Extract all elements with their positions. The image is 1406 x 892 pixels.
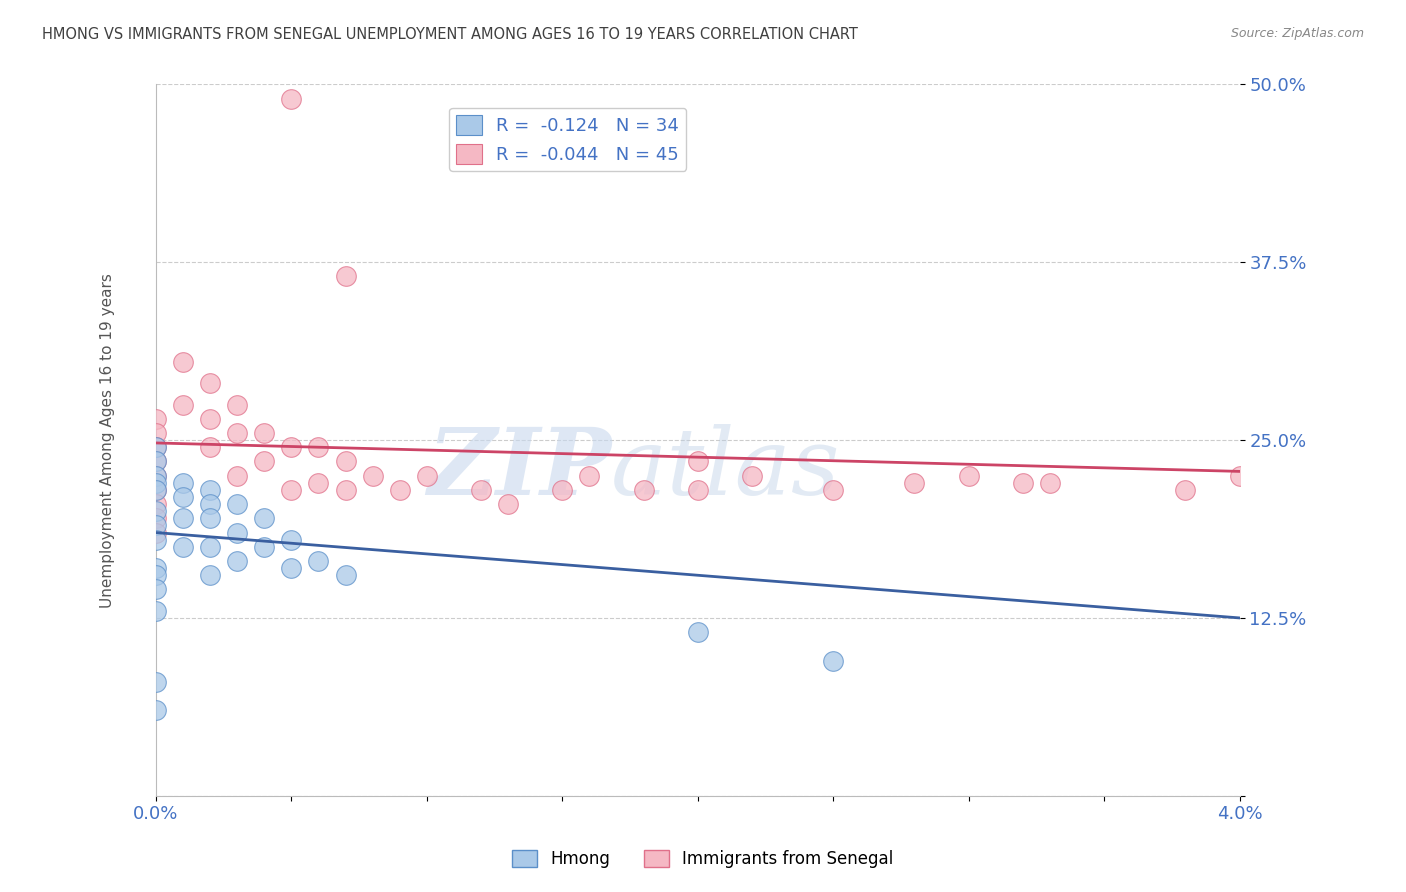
Point: [335, 568, 357, 582]
Point: [198, 411, 221, 425]
Point: [1229, 468, 1251, 483]
Point: [145, 468, 167, 483]
Point: [145, 483, 167, 497]
Point: [145, 425, 167, 440]
Point: [198, 483, 221, 497]
Point: [578, 468, 600, 483]
Point: [253, 454, 276, 468]
Point: [145, 454, 167, 468]
Text: Unemployment Among Ages 16 to 19 years: Unemployment Among Ages 16 to 19 years: [100, 273, 115, 607]
Point: [145, 468, 167, 483]
Point: [361, 468, 384, 483]
Point: [226, 554, 249, 568]
Point: [823, 654, 845, 668]
Point: [145, 483, 167, 497]
Point: [198, 540, 221, 554]
Point: [145, 525, 167, 540]
Point: [172, 490, 194, 504]
Point: [307, 554, 329, 568]
Point: [1011, 475, 1033, 490]
Point: [280, 561, 302, 575]
Point: [145, 561, 167, 575]
Point: [145, 703, 167, 717]
Point: [335, 269, 357, 284]
Point: [172, 540, 194, 554]
Point: [198, 497, 221, 511]
Point: [226, 425, 249, 440]
Point: [145, 440, 167, 454]
Point: [1174, 483, 1197, 497]
Text: ZIP: ZIP: [427, 424, 612, 514]
Point: [226, 468, 249, 483]
Point: [145, 518, 167, 533]
Point: [957, 468, 980, 483]
Point: [172, 475, 194, 490]
Point: [145, 533, 167, 547]
Point: [198, 376, 221, 391]
Point: [823, 483, 845, 497]
Point: [172, 511, 194, 525]
Point: [335, 483, 357, 497]
Point: [280, 92, 302, 106]
Point: [253, 540, 276, 554]
Point: [198, 568, 221, 582]
Point: [226, 525, 249, 540]
Point: [741, 468, 763, 483]
Point: [198, 511, 221, 525]
Point: [551, 483, 574, 497]
Point: [226, 398, 249, 412]
Text: HMONG VS IMMIGRANTS FROM SENEGAL UNEMPLOYMENT AMONG AGES 16 TO 19 YEARS CORRELAT: HMONG VS IMMIGRANTS FROM SENEGAL UNEMPLO…: [42, 27, 858, 42]
Point: [145, 497, 167, 511]
Point: [145, 504, 167, 518]
Point: [686, 454, 709, 468]
Point: [145, 511, 167, 525]
Point: [145, 582, 167, 597]
Point: [145, 568, 167, 582]
Point: [226, 497, 249, 511]
Point: [172, 398, 194, 412]
Point: [633, 483, 655, 497]
Point: [686, 483, 709, 497]
Point: [253, 511, 276, 525]
Point: [416, 468, 439, 483]
Point: [1039, 475, 1062, 490]
Point: [145, 604, 167, 618]
Point: [335, 454, 357, 468]
Point: [903, 475, 925, 490]
Point: [388, 483, 411, 497]
Legend: Hmong, Immigrants from Senegal: Hmong, Immigrants from Senegal: [506, 843, 900, 875]
Point: [145, 454, 167, 468]
Point: [145, 475, 167, 490]
Point: [307, 440, 329, 454]
Point: [253, 425, 276, 440]
Point: [198, 440, 221, 454]
Point: [280, 483, 302, 497]
Point: [280, 533, 302, 547]
Point: [145, 411, 167, 425]
Text: atlas: atlas: [612, 424, 841, 514]
Point: [145, 440, 167, 454]
Point: [686, 625, 709, 640]
Text: Source: ZipAtlas.com: Source: ZipAtlas.com: [1230, 27, 1364, 40]
Point: [496, 497, 519, 511]
Legend: R =  -0.124   N = 34, R =  -0.044   N = 45: R = -0.124 N = 34, R = -0.044 N = 45: [449, 108, 686, 171]
Point: [470, 483, 492, 497]
Point: [145, 675, 167, 690]
Point: [172, 355, 194, 369]
Point: [307, 475, 329, 490]
Point: [280, 440, 302, 454]
